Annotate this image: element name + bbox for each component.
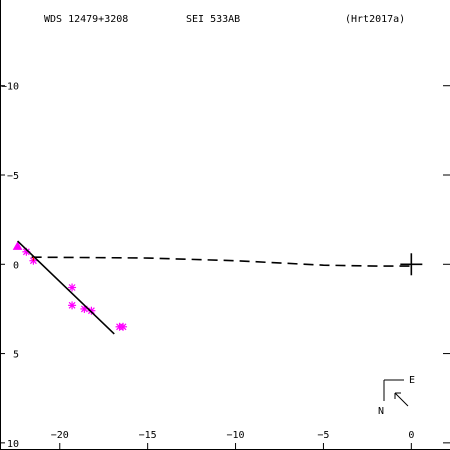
data-layer bbox=[12, 240, 423, 335]
y-tick-label: 10 bbox=[7, 439, 19, 450]
x-tick-label: −15 bbox=[139, 430, 157, 441]
asterisk-stroke bbox=[87, 307, 95, 315]
compass-arrow-head bbox=[394, 392, 401, 399]
x-tick-label: −5 bbox=[317, 430, 329, 441]
observation-point bbox=[68, 283, 77, 292]
x-tick-label: −10 bbox=[227, 430, 245, 441]
observation-point bbox=[87, 306, 96, 315]
compass-north-label: N bbox=[378, 406, 384, 417]
asterisk-stroke bbox=[68, 301, 76, 309]
pair-label: SEI 533AB bbox=[186, 14, 240, 25]
y-tick-label: 5 bbox=[13, 350, 19, 361]
asterisk-stroke bbox=[119, 323, 127, 331]
orbit-dashed-line bbox=[31, 256, 412, 267]
compass: E N bbox=[378, 375, 415, 417]
compass-arrow-shaft bbox=[394, 392, 409, 407]
x-tick-label: −20 bbox=[51, 430, 69, 441]
asterisk-stroke bbox=[68, 284, 76, 291]
asterisk-stroke bbox=[22, 248, 30, 256]
first-observation-marker bbox=[12, 241, 23, 250]
wds-label: WDS 12479+3208 bbox=[44, 14, 128, 25]
compass-east-label: E bbox=[409, 375, 415, 386]
y-tick-label: 0 bbox=[13, 260, 19, 271]
primary-star-marker bbox=[400, 253, 423, 276]
x-tick-label: 0 bbox=[408, 430, 414, 441]
reference-label: (Hrt2017a) bbox=[345, 14, 405, 25]
observation-point bbox=[119, 322, 128, 331]
observation-point bbox=[68, 301, 77, 310]
y-tick-label: −10 bbox=[1, 82, 19, 93]
y-tick-label: −5 bbox=[7, 171, 19, 182]
